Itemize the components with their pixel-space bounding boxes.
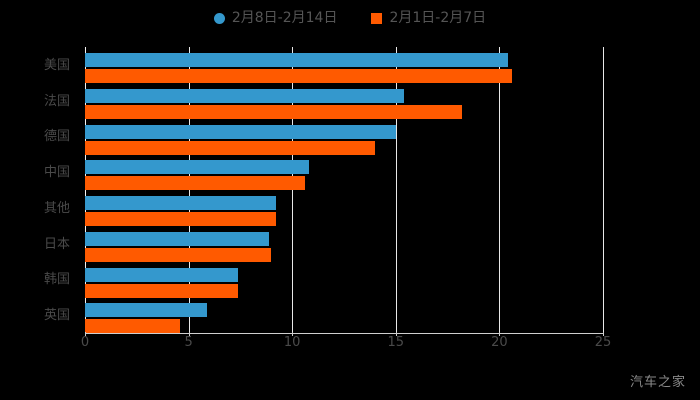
x-axis-labels: 0 5 10 15 20 25 — [0, 332, 700, 358]
plot-area — [85, 47, 604, 334]
bar-series-2[interactable] — [85, 69, 512, 83]
bar-group — [85, 119, 603, 155]
circle-marker-blue-icon — [213, 12, 225, 24]
bar-group — [85, 190, 603, 226]
x-axis-tick-label: 15 — [387, 335, 405, 350]
watermark: 汽车之家 — [629, 375, 686, 390]
bar-series-1[interactable] — [85, 267, 239, 282]
bar-series-1[interactable] — [85, 196, 276, 210]
bar-series-2[interactable] — [85, 319, 181, 334]
bar-series-1[interactable] — [85, 231, 270, 246]
x-axis-tick-label: 10 — [283, 335, 301, 350]
x-axis-tick-mark — [292, 332, 294, 336]
bar-series-2[interactable] — [85, 140, 376, 155]
legend-label-series-1: 2月8日-2月14日 — [231, 10, 338, 26]
bar-group — [85, 47, 603, 83]
y-axis-tick-label: 德国 — [43, 129, 70, 145]
x-axis-tick-mark — [85, 332, 86, 336]
x-axis-tick-label: 5 — [184, 335, 193, 350]
bar-group — [85, 297, 603, 334]
bar-series-1[interactable] — [85, 124, 396, 139]
square-marker-orange-icon — [371, 12, 383, 24]
bar-group — [85, 226, 603, 262]
legend-label-series-2: 2月1日-2月7日 — [389, 10, 487, 26]
y-axis-tick-label: 法国 — [43, 93, 70, 109]
y-axis-tick-label: 其他 — [43, 200, 70, 216]
x-axis-tick-label: 0 — [80, 335, 90, 350]
legend-item-series-1[interactable]: 2月8日-2月14日 — [213, 10, 338, 26]
bar-series-2[interactable] — [85, 247, 272, 262]
bar-group — [85, 83, 603, 119]
x-axis-tick-label: 20 — [491, 335, 508, 350]
bar-series-2[interactable] — [85, 283, 239, 298]
chart-legend: 2月8日-2月14日 2月1日-2月7日 — [0, 6, 700, 30]
bar-series-2[interactable] — [85, 176, 305, 191]
x-axis-tick-mark — [188, 332, 190, 336]
bar-series-1[interactable] — [85, 53, 508, 67]
bar-group — [85, 262, 603, 298]
legend-item-series-2[interactable]: 2月1日-2月7日 — [371, 11, 486, 25]
x-axis-line — [85, 333, 604, 334]
bar-series-1[interactable] — [85, 88, 405, 103]
bar-series-1[interactable] — [85, 160, 309, 175]
y-axis-tick-label: 中国 — [43, 165, 70, 181]
gridline-20 — [499, 47, 501, 333]
gridline-15 — [395, 47, 397, 333]
x-axis-tick-mark — [395, 332, 397, 336]
y-axis-tick-label: 日本 — [43, 236, 70, 252]
y-axis-labels: 美国法国德国中国其他日本韩国英国 — [0, 47, 80, 333]
y-axis-tick-label: 英国 — [43, 308, 70, 324]
bar-series-2[interactable] — [85, 212, 276, 226]
bar-series-2[interactable] — [85, 104, 463, 119]
x-axis-tick-mark — [603, 332, 604, 336]
bar-group — [85, 154, 603, 191]
y-axis-tick-label: 美国 — [43, 57, 70, 73]
bar-series-1[interactable] — [85, 303, 208, 318]
x-axis-tick-mark — [499, 332, 501, 336]
gridline-25 — [603, 47, 604, 333]
x-axis-tick-label: 25 — [594, 335, 612, 350]
y-axis-tick-label: 韩国 — [43, 272, 70, 288]
